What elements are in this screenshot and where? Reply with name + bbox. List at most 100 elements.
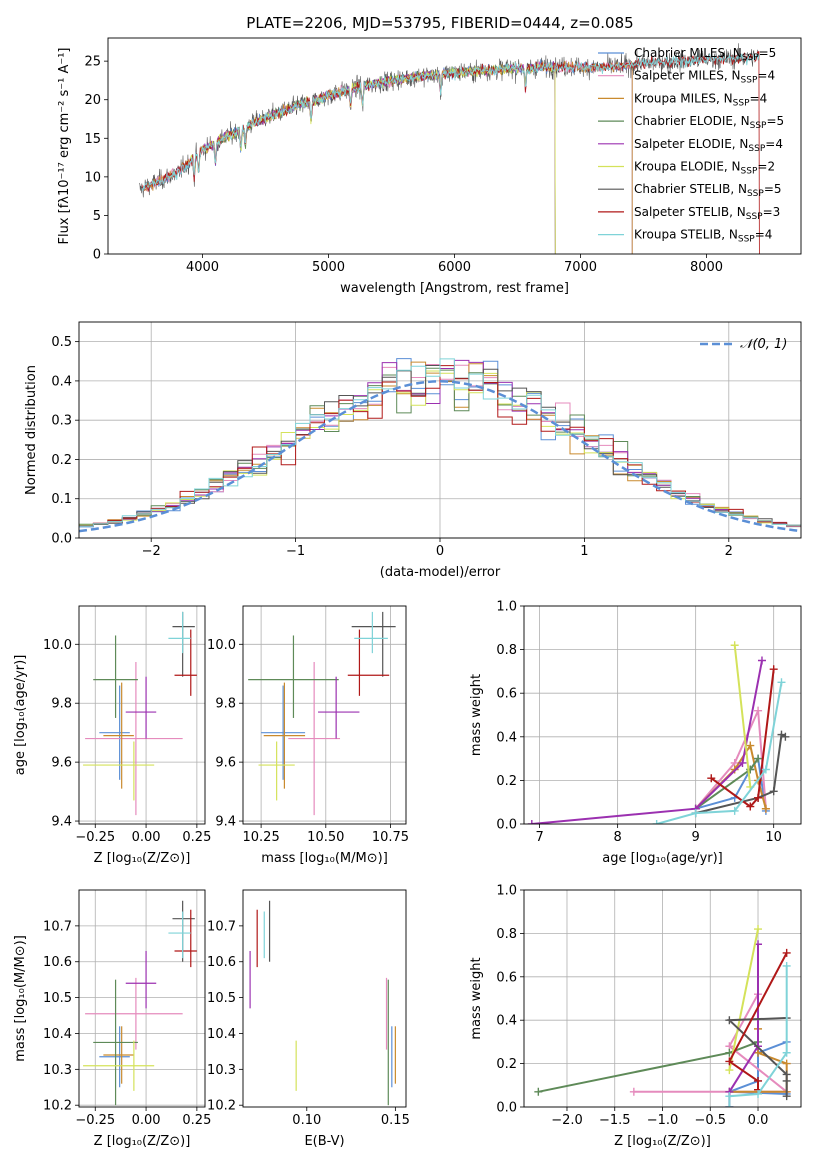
tick-label-x: 0.00 [132, 830, 161, 845]
plot-area-weight-vs-age [527, 641, 790, 824]
tick-label-y: 0.6 [496, 687, 517, 702]
weight-marker [754, 925, 763, 934]
plot-frame-residuals [78, 321, 802, 539]
axes-age-vs-mass: 10.25 10.50 10.75 9.4 9.6 9.8 10.0 mass [log₁₀(… [207, 606, 409, 866]
tick-label-y: 9.6 [51, 756, 72, 771]
weight-marker [781, 732, 790, 741]
weight-marker [754, 1076, 763, 1085]
tick-label-x: −1.5 [599, 1113, 631, 1128]
axes-mass-vs-ebv: 0.10 0.15 10.2 10.3 10.4 10.5 10.6 10.7 E(B-V) [207, 919, 410, 1149]
plot-area-mass-vs-z [83, 900, 197, 1106]
legend-entry: Salpeter MILES, NSSP=4 [634, 69, 775, 86]
tick-label-y: 10.7 [43, 919, 72, 934]
tick-label-y: 10.3 [43, 1063, 72, 1078]
tick-label-x: 0.0 [748, 1113, 769, 1128]
tick-label-y: 9.6 [215, 756, 236, 771]
tick-label-y: 10.6 [43, 955, 72, 970]
tick-label-x: 8 [613, 830, 621, 845]
weight-marker [707, 774, 716, 783]
axes-weight-vs-z: −2.0 −1.5 −1.0 −0.5 0.0 0.0 0.2 0.4 0.6 0.8 1.0 Z [… [469, 884, 801, 1149]
tick-label-y: 10 [84, 170, 101, 185]
tick-label-x: 0.25 [182, 830, 211, 845]
tick-label-y: 0.4 [496, 730, 517, 745]
plot-area-age-vs-mass [248, 611, 396, 816]
x-axis-label: wavelength [Angstrom, rest frame] [340, 281, 569, 296]
weight-line-chabrier-elodie [538, 1040, 759, 1093]
spectrum-line-salpeter-miles [144, 60, 633, 254]
tick-label-x: 7 [535, 830, 543, 845]
tick-label-x: −2.0 [551, 1113, 583, 1128]
tick-label-x: 0 [436, 544, 444, 559]
normal-curve [79, 380, 801, 533]
tick-label-y: 0 [93, 248, 101, 263]
tick-label-y: 20 [84, 93, 101, 108]
weight-line-salpeter-elodie [531, 660, 763, 824]
tick-label-x: 10.75 [372, 830, 409, 845]
tick-label-x: −1.0 [647, 1113, 679, 1128]
plot-frame-age-vs-z [78, 605, 206, 825]
legend-entry: Kroupa MILES, NSSP=4 [634, 91, 767, 108]
plot-frame-mass-vs-z [78, 889, 206, 1108]
weight-line-salpeter-stelib [728, 952, 788, 1090]
legend-entry: Kroupa STELIB, NSSP=4 [634, 228, 772, 245]
weight-marker [527, 820, 536, 824]
spectrum-line-chabrier-elodie [202, 62, 556, 254]
plot-frame-weight-vs-z [523, 889, 802, 1108]
tick-label-x: 1 [580, 544, 588, 559]
tick-label-y: 10.2 [43, 1099, 72, 1114]
weight-marker [725, 1066, 734, 1075]
tick-label-y: 0.4 [496, 1014, 517, 1029]
weight-marker [725, 1092, 734, 1101]
tick-label-y: 9.4 [215, 815, 236, 830]
x-axis-label: mass [log₁₀(M/M⊙)] [261, 851, 388, 866]
weight-marker [725, 1016, 734, 1025]
x-axis-label: E(B-V) [304, 1134, 344, 1149]
legend-normal-label: 𝒩(0, 1) [740, 337, 787, 352]
weight-marker [730, 806, 739, 815]
legend-entry: Chabrier MILES, NSSP=5 [634, 46, 776, 63]
weight-marker [769, 665, 778, 674]
tick-label-y: 0.0 [496, 818, 517, 833]
weight-marker [782, 948, 791, 957]
legend-entry: Chabrier ELODIE, NSSP=5 [634, 114, 784, 131]
tick-label-x: 10.50 [307, 830, 344, 845]
tick-label-y: 5 [93, 209, 101, 224]
weight-marker [746, 741, 755, 750]
weight-marker [754, 754, 763, 763]
axes-weight-vs-age: 7 8 9 10 0.0 0.2 0.4 0.6 0.8 1.0 age [log₁₀(age/yr… [469, 600, 801, 866]
tick-label-x: 2 [725, 544, 733, 559]
tick-label-x: 0.15 [381, 1113, 410, 1128]
tick-label-y: 0.2 [496, 1057, 517, 1072]
y-axis-label: mass [log₁₀(M/M⊙)] [13, 935, 28, 1062]
weight-line-salpeter-miles [694, 710, 767, 810]
axes-mass-vs-z: −0.25 0.00 0.25 10.2 10.3 10.4 10.5 10.6 10.7 Z [… [13, 890, 211, 1149]
tick-label-x: 8000 [690, 260, 723, 275]
tick-label-x: 5000 [312, 260, 345, 275]
tick-label-x: 10 [765, 830, 782, 845]
legend-entry: Salpeter ELODIE, NSSP=4 [634, 137, 783, 154]
weight-marker [782, 961, 791, 970]
weight-marker [738, 758, 747, 767]
y-axis-label: mass weight [469, 674, 484, 756]
tick-label-y: 10.6 [207, 955, 236, 970]
tick-label-y: 9.8 [215, 697, 236, 712]
weight-marker [757, 656, 766, 665]
weight-marker [725, 1057, 734, 1066]
y-axis-label: age [log₁₀(age/yr)] [13, 655, 28, 776]
weight-line-kroupa-elodie [733, 645, 752, 788]
plot-frame-mass-vs-ebv [242, 889, 407, 1108]
tick-label-x: 0.25 [182, 1113, 211, 1128]
tick-label-y: 1.0 [496, 600, 517, 615]
weight-line-salpeter-stelib [710, 669, 775, 808]
weight-marker [782, 1048, 791, 1057]
weight-marker [777, 678, 786, 687]
plot-frame-age-vs-mass [242, 605, 407, 825]
y-axis-label: Flux [fλ10⁻¹⁷ erg cm⁻² s⁻¹ A⁻¹] [57, 48, 72, 245]
tick-label-x: −0.25 [75, 830, 115, 845]
y-axis-label: Normed distribution [24, 365, 39, 495]
plot-area-mass-vs-ebv [249, 900, 396, 1106]
tick-label-y: 15 [84, 132, 101, 147]
tick-label-y: 9.8 [51, 697, 72, 712]
tick-label-y: 10.4 [43, 1027, 72, 1042]
y-axis-label: mass weight [469, 957, 484, 1039]
